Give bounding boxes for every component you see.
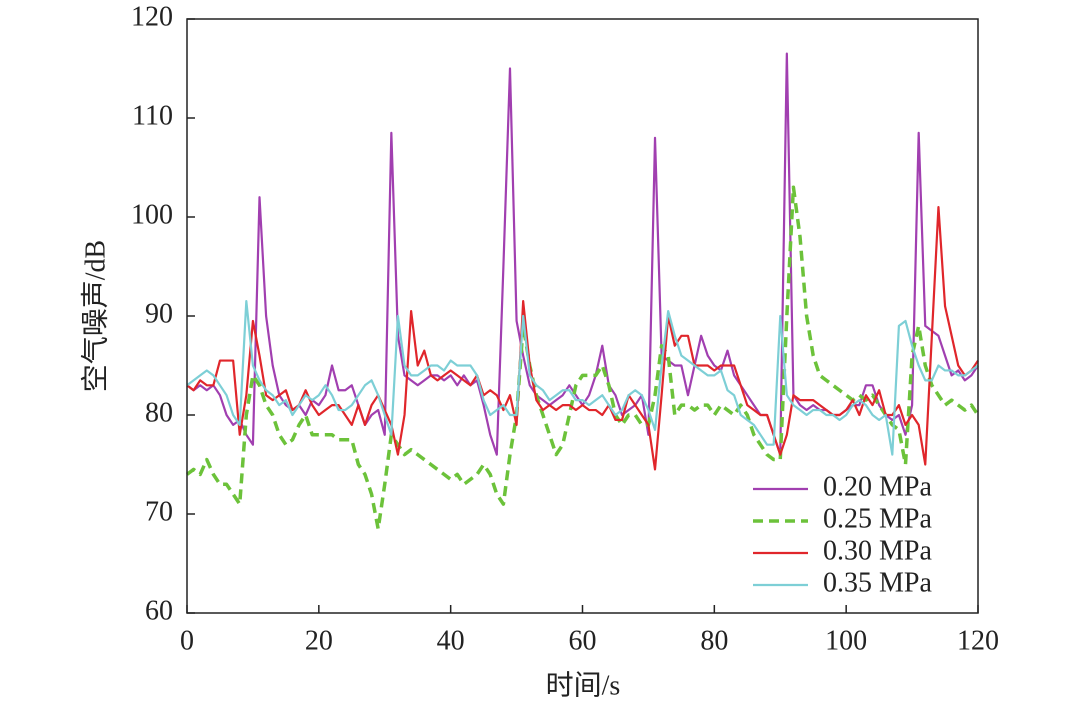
x-axis-label: 时间/s	[546, 669, 621, 701]
y-tick-label: 100	[131, 199, 173, 230]
y-tick-label: 90	[145, 298, 173, 329]
x-tick-label: 120	[957, 625, 999, 656]
y-tick-label: 70	[145, 496, 173, 527]
legend-label: 0.35 MPa	[823, 567, 932, 598]
x-tick-label: 40	[437, 625, 465, 656]
legend-label: 0.20 MPa	[823, 471, 932, 502]
x-tick-label: 60	[569, 625, 597, 656]
x-tick-label: 0	[180, 625, 194, 656]
x-tick-label: 100	[825, 625, 867, 656]
legend-label: 0.30 MPa	[823, 535, 932, 566]
plot-frame	[186, 18, 979, 614]
x-tick-label: 20	[305, 625, 333, 656]
y-tick-label: 120	[131, 1, 173, 32]
y-tick-label: 60	[145, 595, 173, 626]
legend-label: 0.25 MPa	[823, 503, 932, 534]
series-line	[186, 206, 979, 471]
y-tick-label: 110	[132, 100, 173, 131]
y-axis-label: 空气噪声/dB	[79, 240, 111, 392]
y-tick-label: 80	[145, 397, 173, 428]
x-tick-label: 80	[700, 625, 728, 656]
series-line	[185, 185, 980, 531]
series-line	[186, 300, 979, 456]
